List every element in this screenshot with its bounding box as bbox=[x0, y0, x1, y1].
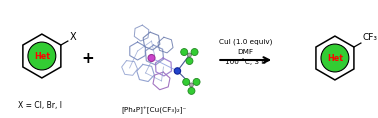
Text: Het: Het bbox=[327, 53, 343, 63]
Circle shape bbox=[189, 83, 194, 87]
Circle shape bbox=[187, 53, 191, 57]
Circle shape bbox=[186, 57, 193, 64]
Circle shape bbox=[28, 42, 56, 70]
Text: X: X bbox=[70, 32, 76, 42]
Text: 100 °C, 3 h: 100 °C, 3 h bbox=[225, 59, 266, 65]
Circle shape bbox=[188, 87, 195, 94]
Text: CuI (1.0 equiv): CuI (1.0 equiv) bbox=[219, 39, 273, 45]
Circle shape bbox=[148, 55, 155, 61]
Text: [Ph₄P]⁺[Cu(CF₃)₂]⁻: [Ph₄P]⁺[Cu(CF₃)₂]⁻ bbox=[122, 106, 187, 114]
Circle shape bbox=[191, 48, 198, 55]
Text: Het: Het bbox=[34, 52, 50, 61]
Text: DMF: DMF bbox=[238, 49, 254, 55]
Polygon shape bbox=[316, 36, 354, 80]
Circle shape bbox=[183, 78, 190, 85]
Text: +: + bbox=[81, 51, 94, 65]
Text: X = Cl, Br, I: X = Cl, Br, I bbox=[18, 101, 62, 110]
Circle shape bbox=[193, 78, 200, 85]
Circle shape bbox=[174, 68, 181, 74]
Circle shape bbox=[181, 49, 188, 56]
Text: CF₃: CF₃ bbox=[363, 33, 377, 42]
Polygon shape bbox=[23, 34, 61, 78]
Circle shape bbox=[321, 44, 349, 72]
